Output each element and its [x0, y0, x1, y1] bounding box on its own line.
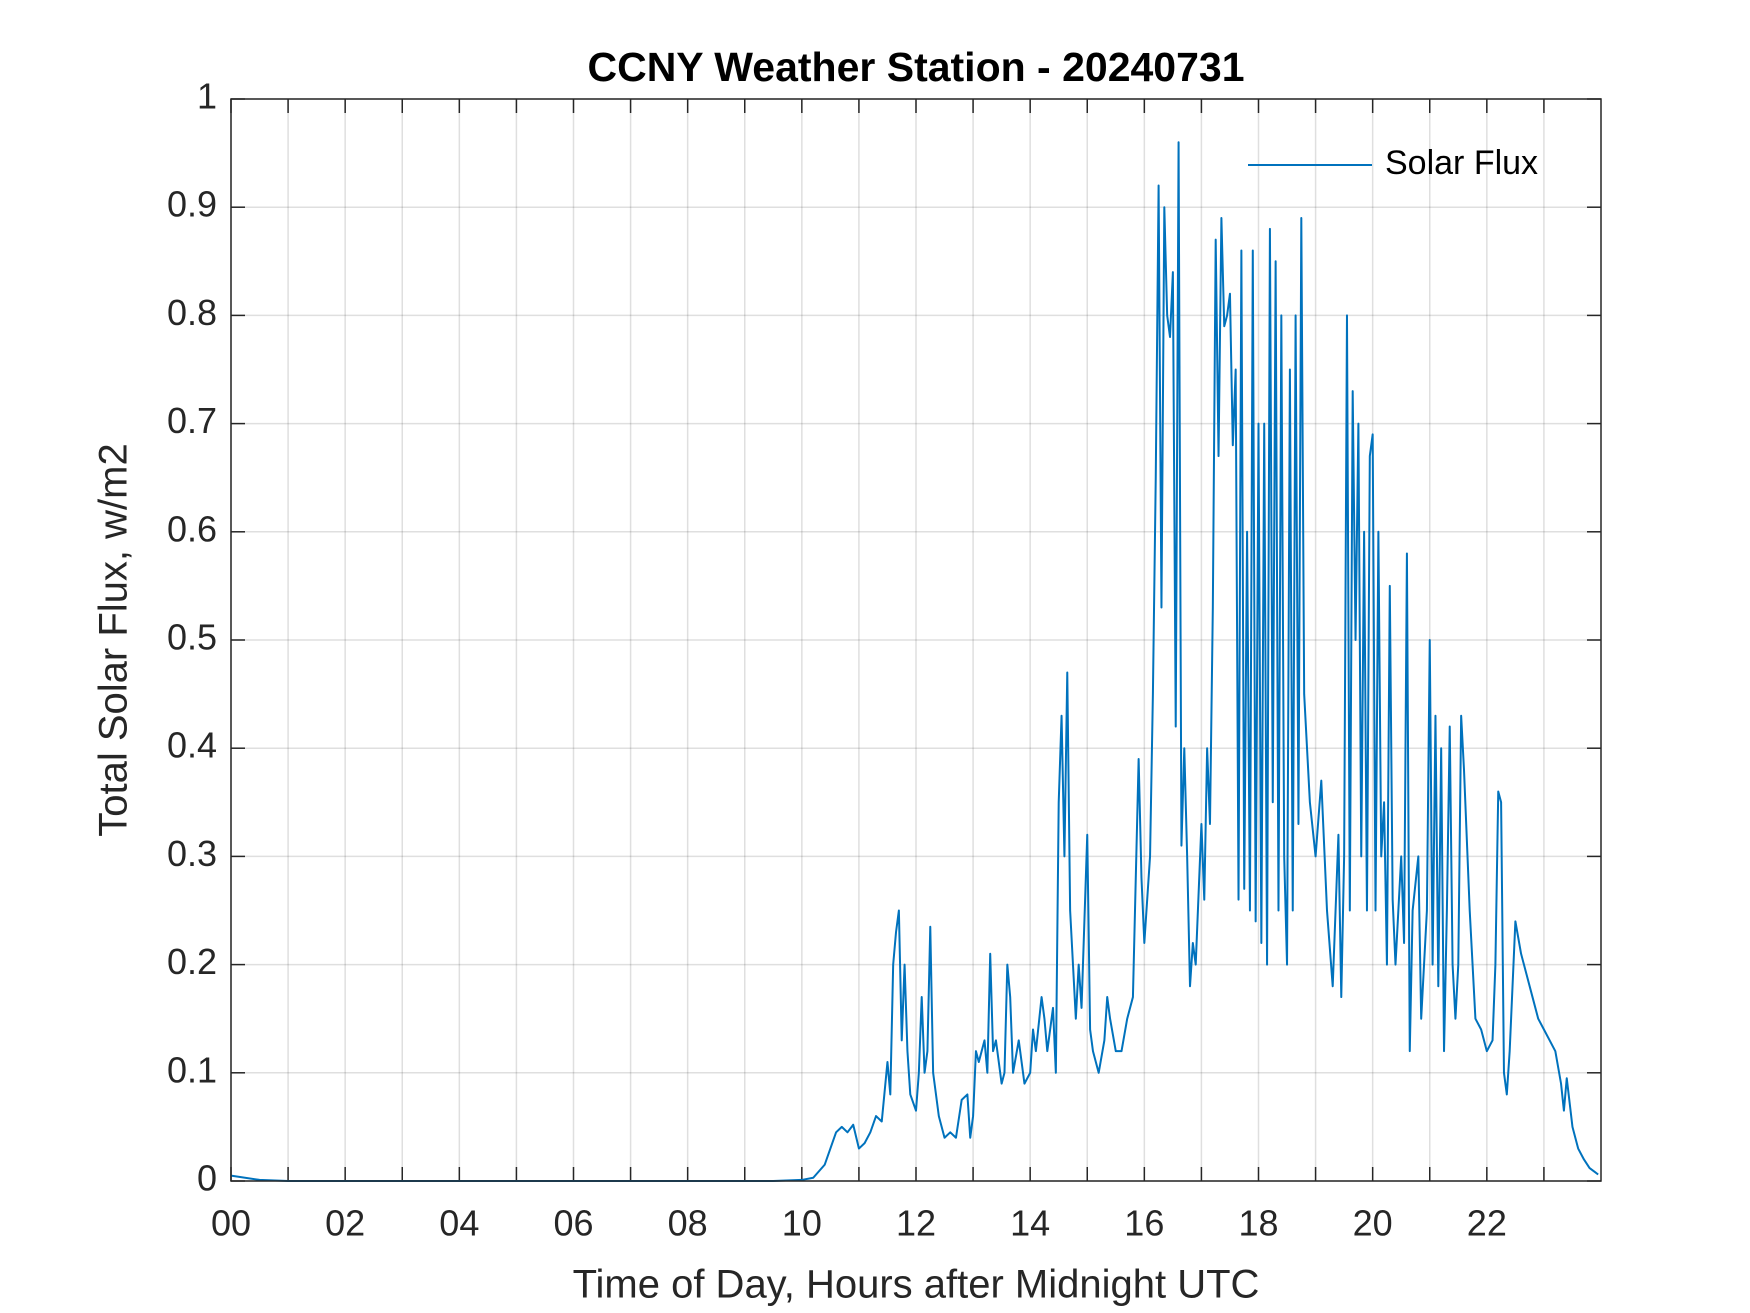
y-tick-label: 0.2 [167, 941, 217, 982]
x-tick-label: 18 [1238, 1203, 1278, 1244]
y-tick-label: 0.9 [167, 184, 217, 225]
legend-label: Solar Flux [1385, 144, 1538, 182]
x-tick-label: 10 [782, 1203, 822, 1244]
x-tick-label: 00 [211, 1203, 251, 1244]
x-tick-label: 02 [325, 1203, 365, 1244]
y-tick-label: 0.3 [167, 833, 217, 874]
y-tick-label: 0.7 [167, 400, 217, 441]
y-tick-label: 0.6 [167, 508, 217, 549]
y-tick-label: 0.5 [167, 617, 217, 658]
y-tick-label: 0 [197, 1158, 217, 1199]
x-tick-label: 08 [668, 1203, 708, 1244]
data-line [230, 141, 1599, 1182]
y-tick-label: 0.4 [167, 725, 217, 766]
x-tick-label: 14 [1010, 1203, 1050, 1244]
x-tick-label: 20 [1353, 1203, 1393, 1244]
y-tick-label: 0.8 [167, 292, 217, 333]
x-axis-label: Time of Day, Hours after Midnight UTC [573, 1263, 1260, 1307]
y-axis-label: Total Solar Flux, w/m2 [92, 443, 136, 836]
x-tick-label: 22 [1467, 1203, 1507, 1244]
chart-title: CCNY Weather Station - 20240731 [587, 44, 1244, 90]
x-tick-label: 16 [1124, 1203, 1164, 1244]
x-tick-label: 04 [439, 1203, 479, 1244]
plot-frame [230, 98, 1602, 1182]
y-tick-label: 1 [197, 76, 217, 117]
x-tick-label: 06 [553, 1203, 593, 1244]
y-tick-label: 0.1 [167, 1049, 217, 1090]
x-tick-label: 12 [896, 1203, 936, 1244]
